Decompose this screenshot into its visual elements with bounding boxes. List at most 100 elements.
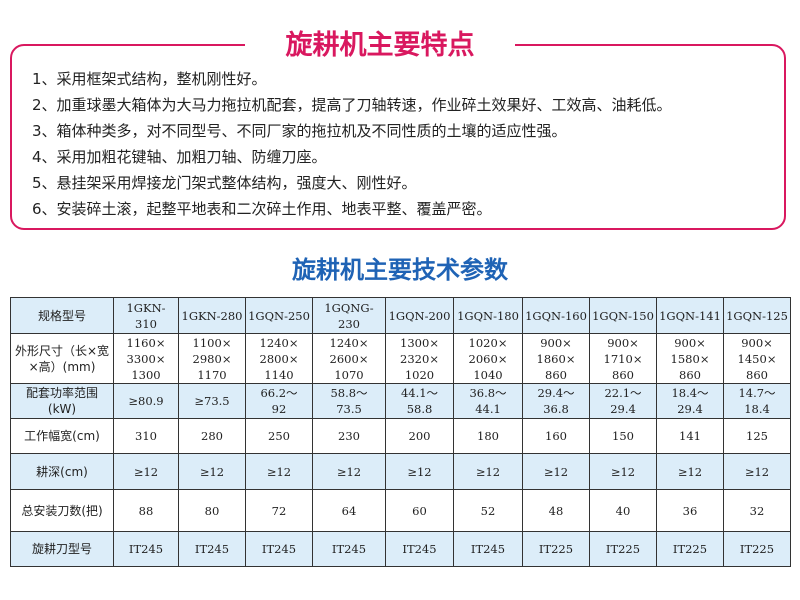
feature-item: 4、采用加粗花键轴、加粗刀轴、防缠刀座。 [32, 148, 327, 166]
cell-line: 66.2～ [260, 386, 298, 400]
cell-line: 29.4～ [537, 386, 575, 400]
table-cell: 1GQN-200 [385, 297, 454, 334]
table-cell: 900× 1450× 860 [723, 333, 791, 384]
table-cell: 1GQN-250 [245, 297, 313, 334]
specs-title: 旋耕机主要技术参数 [292, 255, 508, 284]
table-cell: 32 [723, 489, 791, 532]
cell-line: 1710× [603, 351, 643, 366]
cell-line: 1100× [192, 335, 232, 350]
table-cell: 22.1～ 29.4 [589, 383, 657, 419]
table-cell: 58.8～ 73.5 [312, 383, 386, 419]
cell-line: 860 [679, 367, 701, 382]
cell-line: 29.4 [677, 402, 703, 416]
table-cell: 52 [453, 489, 523, 532]
table-cell: 280 [178, 418, 246, 454]
table-cell: ≥12 [589, 453, 657, 490]
table-cell: ≥12 [178, 453, 246, 490]
features-title: 旋耕机主要特点 [245, 26, 515, 66]
cell-line: 36.8～ [469, 386, 507, 400]
table-cell: 29.4～ 36.8 [522, 383, 590, 419]
table-cell: 64 [312, 489, 386, 532]
feature-item: 1、采用框架式结构，整机刚性好。 [32, 70, 267, 88]
table-cell: IT245 [385, 531, 454, 567]
cell-line: 1160× [126, 335, 166, 350]
table-cell: 150 [589, 418, 657, 454]
cell-line: 18.4～ [671, 386, 709, 400]
table-cell: 1GQN-150 [589, 297, 657, 334]
table-cell: 44.1～ 58.8 [385, 383, 454, 419]
cell-line: 1140 [264, 367, 294, 382]
cell-line: 2320× [400, 351, 439, 366]
row-label: 耕深(cm) [10, 453, 114, 490]
feature-item: 3、箱体种类多，对不同型号、不同厂家的拖拉机及不同性质的土壤的适应性强。 [32, 122, 567, 140]
row-label: 总安装刀数(把) [10, 489, 114, 532]
table-cell: ≥12 [245, 453, 313, 490]
table-cell: ≥12 [113, 453, 179, 490]
cell-line: 860 [545, 367, 567, 382]
table-cell: 900× 1710× 860 [589, 333, 657, 384]
cell-line: 92 [271, 402, 287, 416]
table-row: 外形尺寸（长×宽×高）(mm) 1160× 3300× 1300 1100× 2980× 1… [10, 333, 791, 384]
cell-line: 14.7～ [738, 386, 776, 400]
table-cell: 160 [522, 418, 590, 454]
table-cell: IT225 [723, 531, 791, 567]
table-cell: 1240× 2800× 1140 [245, 333, 313, 384]
table-row: 规格型号 1GKN-310 1GKN-280 1GQN-250 1GQNG-230 1GQ… [10, 297, 791, 334]
table-cell: 88 [113, 489, 179, 532]
table-cell: IT225 [522, 531, 590, 567]
table-cell: 900× 1580× 860 [656, 333, 724, 384]
cell-line: 1170 [197, 367, 227, 382]
table-cell: ≥12 [312, 453, 386, 490]
cell-line: 1240× [259, 335, 299, 350]
row-label: 工作幅宽(cm) [10, 418, 114, 454]
table-cell: 1160× 3300× 1300 [113, 333, 179, 384]
table-cell: 125 [723, 418, 791, 454]
row-label: 规格型号 [10, 297, 114, 334]
table-cell: 14.7～ 18.4 [723, 383, 791, 419]
row-label: 旋耕刀型号 [10, 531, 114, 567]
cell-line: 900× [674, 335, 706, 350]
table-cell: IT245 [453, 531, 523, 567]
cell-line: 1020 [404, 367, 435, 382]
cell-line: 2600× [329, 351, 369, 366]
cell-line: 1240× [329, 335, 369, 350]
cell-line: 900× [540, 335, 572, 350]
cell-line: 1580× [670, 351, 710, 366]
table-cell: 1GQN-180 [453, 297, 523, 334]
table-cell: 1GQNG-230 [312, 297, 386, 334]
cell-line: 3300× [126, 351, 166, 366]
table-cell: 1GQN-125 [723, 297, 791, 334]
table-cell: 48 [522, 489, 590, 532]
table-cell: 72 [245, 489, 313, 532]
table-cell: 1GQN-160 [522, 297, 590, 334]
table-cell: 200 [385, 418, 454, 454]
table-cell: ≥12 [656, 453, 724, 490]
cell-line: 860 [746, 367, 768, 382]
table-cell: IT225 [656, 531, 724, 567]
cell-line: 2800× [259, 351, 299, 366]
table-cell: IT245 [178, 531, 246, 567]
cell-line: 2060× [468, 351, 508, 366]
table-cell: ≥80.9 [113, 383, 179, 419]
cell-line: 22.1～ [604, 386, 642, 400]
table-cell: 18.4～ 29.4 [656, 383, 724, 419]
cell-line: 44.1 [475, 402, 501, 416]
cell-line: 900× [741, 335, 773, 350]
cell-line: 1300× [400, 335, 439, 350]
table-cell: ≥12 [453, 453, 523, 490]
cell-line: 1020× [468, 335, 508, 350]
table-cell: 900× 1860× 860 [522, 333, 590, 384]
table-cell: IT245 [245, 531, 313, 567]
specs-table: 规格型号 1GKN-310 1GKN-280 1GQN-250 1GQNG-230 1GQ… [10, 297, 791, 567]
table-cell: 250 [245, 418, 313, 454]
table-cell: ≥12 [522, 453, 590, 490]
table-row: 旋耕刀型号 IT245 IT245 IT245 IT245 IT245 IT245 IT225… [10, 531, 791, 567]
cell-line: 1070 [334, 367, 364, 382]
table-cell: 1GKN-280 [178, 297, 246, 334]
table-cell: 1GKN-310 [113, 297, 179, 334]
table-cell: 60 [385, 489, 454, 532]
table-cell: 1GQN-141 [656, 297, 724, 334]
cell-line: 29.4 [610, 402, 636, 416]
cell-line: 1040 [473, 367, 503, 382]
table-cell: 1300× 2320× 1020 [385, 333, 454, 384]
